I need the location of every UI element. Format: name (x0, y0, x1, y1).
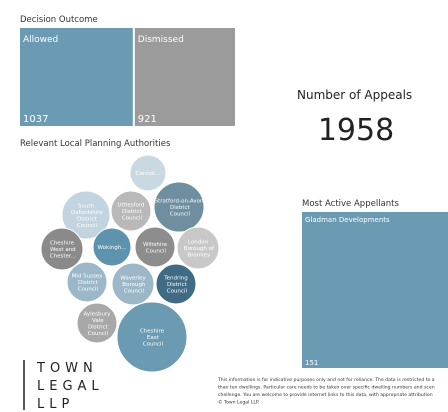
disclaimer-line: © Town Legal LLP. (218, 399, 259, 406)
bubble-label: Cannot... (136, 171, 161, 177)
treemap-tile (302, 212, 448, 368)
logo-text: LLP (37, 397, 74, 412)
disclaimer-line: This information is for indicative purpo… (217, 377, 435, 383)
tile-label: Dismissed (138, 35, 184, 45)
card-title: Number of Appeals (297, 88, 412, 102)
logo-text: LEGAL (37, 379, 104, 394)
section-title: Decision Outcome (20, 15, 98, 25)
bubble-label: Uttlesford District Council (117, 203, 144, 222)
logo-text: TOWN (36, 361, 98, 376)
bubble (155, 263, 197, 305)
bubble-label: South Oxfordshire District Council (69, 203, 103, 229)
bubble (76, 302, 118, 344)
treemap-tile (134, 28, 235, 126)
tile-value: 921 (138, 114, 157, 125)
bubble-label: Wiltshire Council (143, 242, 168, 255)
bubble-label: Waverley Borough Council (120, 276, 146, 295)
bubble (176, 226, 220, 270)
card-value: 1958 (318, 113, 394, 148)
bubble (111, 262, 155, 306)
bubble (61, 190, 111, 240)
bubble (110, 190, 152, 232)
bubble-label: Mid Sussex District Council (72, 274, 104, 293)
tile-value: 1037 (23, 114, 48, 125)
bubble (66, 261, 108, 303)
tile-label: Gladman Developments (305, 216, 390, 224)
section-title: Most Active Appellants (302, 199, 399, 209)
bubble (134, 226, 176, 268)
bubble (116, 301, 188, 373)
bubble (129, 154, 167, 192)
bubble (40, 227, 84, 271)
treemap-tile (20, 28, 133, 126)
disclaimer-line: than ten dwellings. Particular care need… (218, 385, 435, 391)
bubble-label: London Borough of Bromley (182, 240, 215, 259)
tile-value: 151 (305, 359, 318, 367)
tile-label: Allowed (23, 35, 58, 45)
bubble (92, 227, 132, 267)
bubble-label: Wokingh... (98, 245, 127, 251)
disclaimer-line: challenge. You are welcome to provide in… (218, 392, 433, 398)
bubble-label: Cheshire West and Chester... (48, 241, 76, 260)
bubble-label: Aylesbury Vale District Council (84, 311, 112, 337)
bubble (153, 181, 205, 233)
bubble-label: Tendring District Council (163, 276, 188, 295)
bubble-label: Stratford-on-Avon District Council (155, 199, 204, 218)
section-title: Relevant Local Planning Authorities (20, 139, 171, 149)
bubble-label: Cheshire East Council (140, 329, 165, 348)
